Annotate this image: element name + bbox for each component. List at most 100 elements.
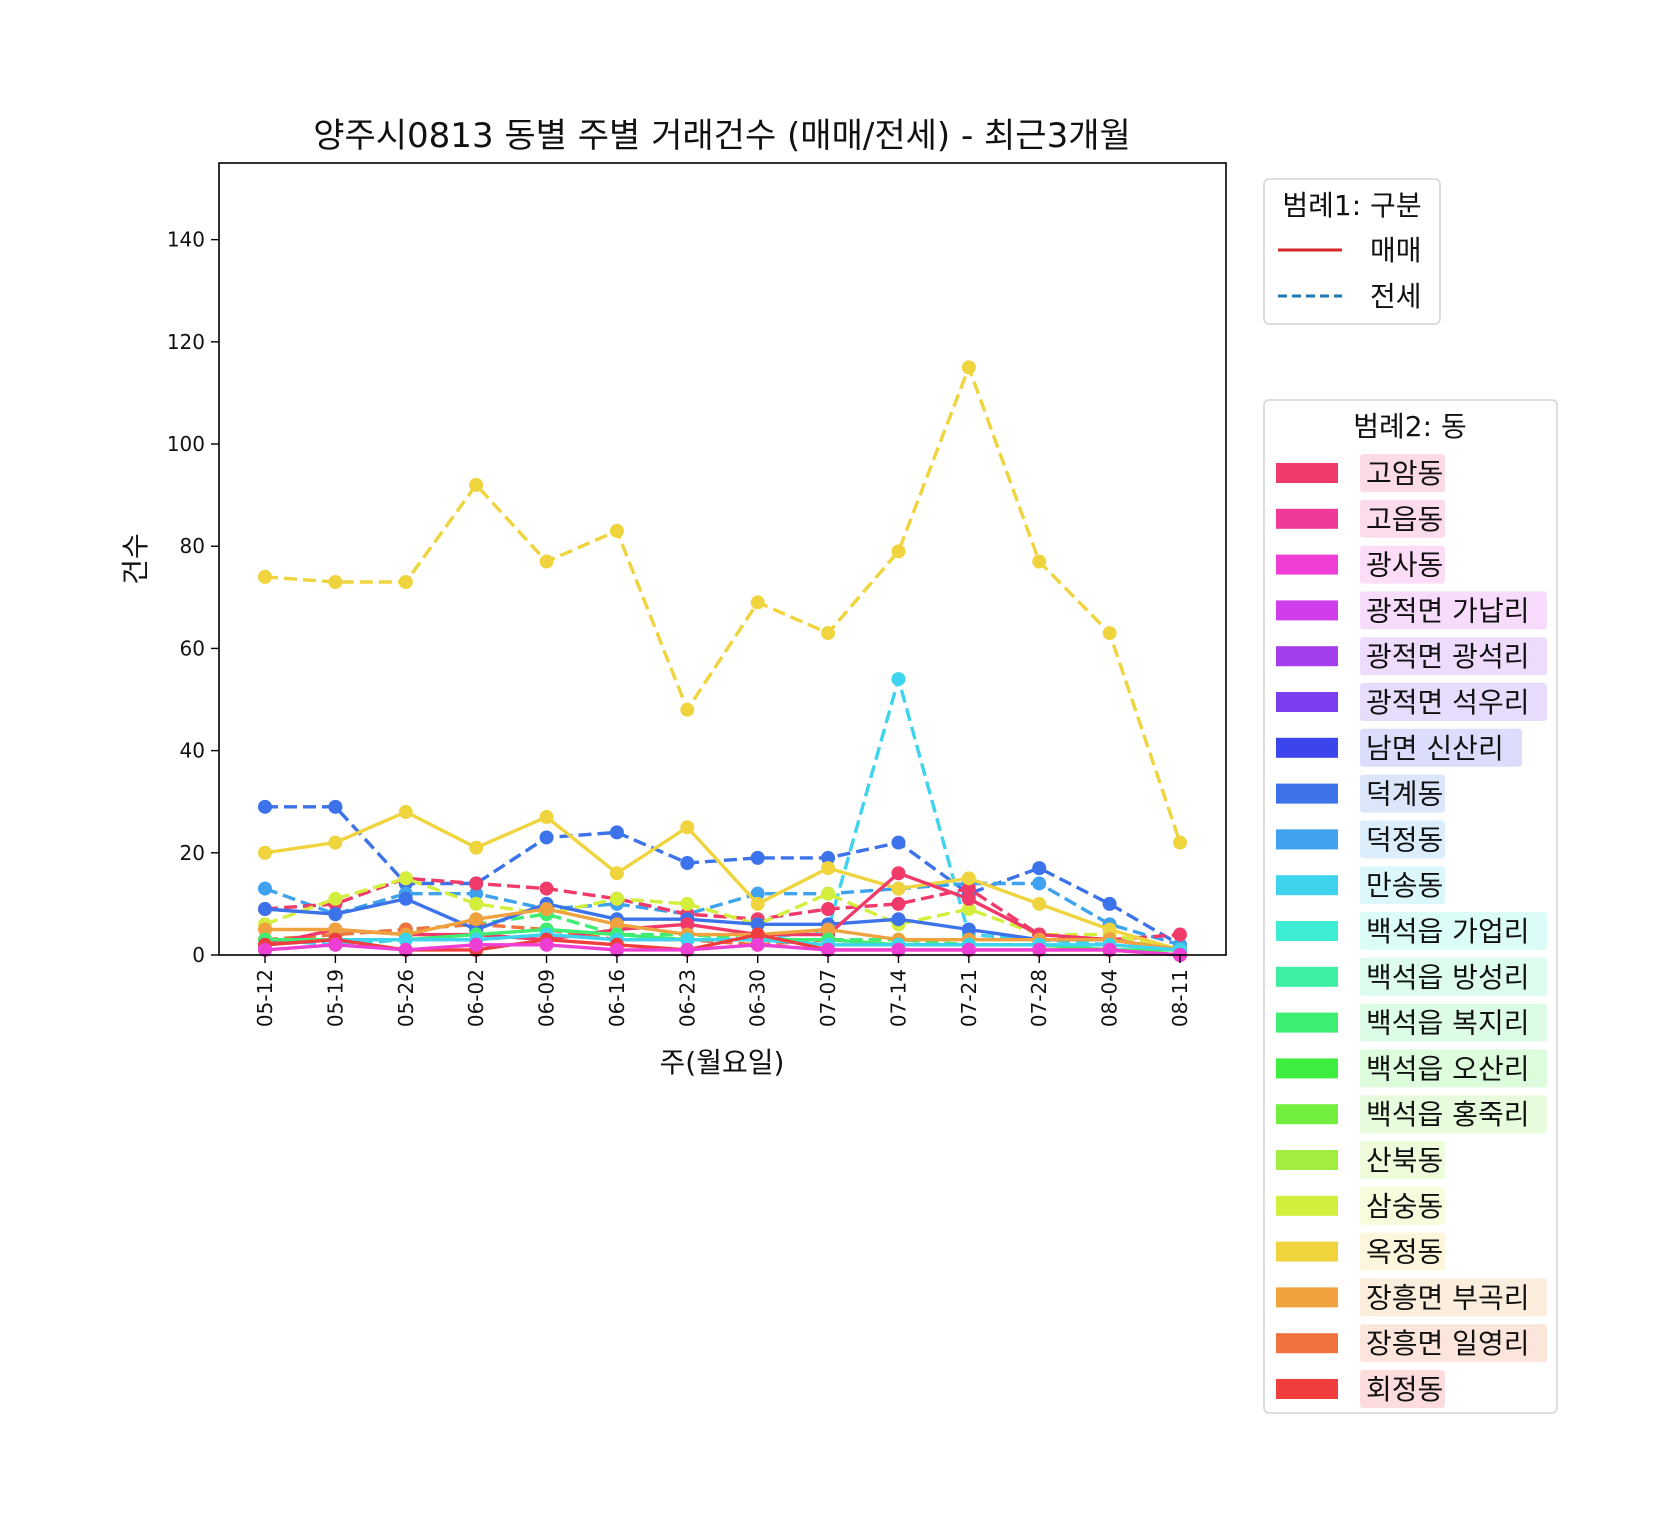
- data-point: [469, 876, 484, 891]
- x-tick-label: 05-12: [253, 969, 277, 1027]
- data-point: [1102, 626, 1117, 641]
- series-옥정동-전세: [258, 360, 1187, 850]
- legend-dong-label-bg: [1360, 912, 1547, 950]
- data-point: [680, 896, 695, 911]
- data-point: [961, 881, 976, 896]
- x-tick-label: 08-11: [1168, 969, 1192, 1027]
- legend-type-frame: [1263, 178, 1441, 325]
- legend-dong-label: 광적면 석우리: [1366, 686, 1529, 719]
- legend-dong-label-bg: [1360, 1278, 1547, 1317]
- x-tick-label: 05-19: [323, 969, 347, 1027]
- data-point: [328, 937, 343, 952]
- series-line: [264, 881, 1181, 947]
- data-point: [750, 917, 765, 932]
- series-옥정동-매매: [258, 804, 1187, 957]
- data-point: [609, 825, 624, 840]
- x-tick-label: 06-30: [746, 969, 770, 1027]
- y-tick-label: 60: [180, 636, 205, 660]
- series-광사동-매매: [258, 937, 1187, 962]
- data-point: [1032, 861, 1047, 876]
- legend-dong-swatch: [1276, 692, 1338, 712]
- data-point: [891, 896, 906, 911]
- data-point: [961, 902, 976, 917]
- legend-dong-label-bg: [1360, 637, 1547, 676]
- y-tick-label: 20: [180, 841, 205, 865]
- chart-title: 양주시0813 동별 주별 거래건수 (매매/전세) - 최근3개월: [313, 116, 1131, 156]
- legend-dong-label-bg: [1360, 957, 1547, 996]
- legend-dong-label: 광적면 가납리: [1366, 594, 1529, 627]
- y-tick-label: 80: [180, 534, 205, 558]
- legend-dong-label-bg: [1360, 1324, 1547, 1363]
- data-point: [469, 840, 484, 855]
- y-tick-label: 100: [167, 432, 205, 456]
- data-point: [398, 574, 413, 589]
- legend-dong-label-bg: [1360, 728, 1522, 767]
- legend-type-label: 매매: [1370, 234, 1422, 267]
- legend-dong-label: 옥정동: [1366, 1236, 1443, 1269]
- y-axis-label: 건수: [119, 533, 152, 585]
- data-point: [609, 891, 624, 906]
- legend-dong-label-bg: [1360, 774, 1445, 813]
- data-point: [609, 917, 624, 932]
- legend-dong-label: 장흥면 부곡리: [1366, 1281, 1529, 1314]
- x-tick-label: 07-21: [957, 969, 981, 1027]
- data-point: [609, 942, 624, 957]
- x-tick-label: 05-26: [394, 969, 418, 1027]
- series-line: [264, 871, 1181, 952]
- x-tick-label: 07-07: [816, 969, 840, 1027]
- data-point: [328, 922, 343, 937]
- legend-dong-label-bg: [1360, 1049, 1547, 1088]
- y-tick-label: 140: [167, 228, 205, 252]
- x-tick-label: 06-16: [605, 969, 629, 1027]
- data-point: [680, 932, 695, 947]
- x-axis: 05-12 05-19 05-26 06-02 06-09 06-16 06-23 06-30…: [253, 955, 1192, 1027]
- data-point: [398, 942, 413, 957]
- legend-dong-label-bg: [1360, 454, 1445, 492]
- data-point: [821, 626, 836, 641]
- data-point: [961, 942, 976, 957]
- legend-dong-title: 범례2: 동: [1353, 410, 1466, 443]
- data-point: [750, 927, 765, 942]
- x-axis-label: 주(월요일): [660, 1046, 785, 1079]
- data-point: [398, 932, 413, 947]
- data-point: [328, 835, 343, 850]
- data-point: [680, 856, 695, 871]
- legend-dong-label: 장흥면 일영리: [1366, 1327, 1529, 1360]
- data-point: [1173, 927, 1187, 942]
- data-point: [1102, 922, 1117, 937]
- data-point: [539, 902, 554, 917]
- series-line: [264, 810, 1181, 952]
- legend-dong-label-bg: [1360, 545, 1445, 584]
- data-point: [328, 891, 343, 906]
- legend-dong-label: 백석읍 홍죽리: [1366, 1098, 1529, 1131]
- legend-dong-label: 백석읍 방성리: [1366, 961, 1529, 994]
- series-line: [264, 943, 1181, 957]
- data-point: [891, 866, 906, 881]
- data-point: [539, 937, 554, 952]
- legend-dong-swatch: [1276, 1195, 1338, 1216]
- legend-dong-swatch: [1276, 1012, 1338, 1033]
- data-point: [609, 523, 624, 538]
- legend-dong-label-bg: [1360, 866, 1445, 905]
- data-point: [891, 672, 906, 687]
- data-point: [328, 907, 343, 922]
- data-point: [961, 360, 976, 375]
- data-point: [469, 896, 484, 911]
- legend-dong-swatch: [1276, 554, 1338, 575]
- legend-dong-label-bg: [1360, 1003, 1547, 1042]
- data-point: [539, 830, 554, 845]
- legend-dong-swatch: [1276, 1333, 1338, 1354]
- data-point: [821, 886, 836, 901]
- x-tick-label: 07-28: [1027, 969, 1051, 1027]
- data-point: [961, 891, 976, 906]
- data-point: [1032, 896, 1047, 911]
- legend-dong-swatch: [1276, 783, 1338, 804]
- data-point: [469, 912, 484, 927]
- data-point: [821, 861, 836, 876]
- legend-dong-label-bg: [1360, 1095, 1547, 1134]
- legend-dong-label-bg: [1360, 1370, 1445, 1408]
- legend-dong-label-bg: [1360, 591, 1547, 630]
